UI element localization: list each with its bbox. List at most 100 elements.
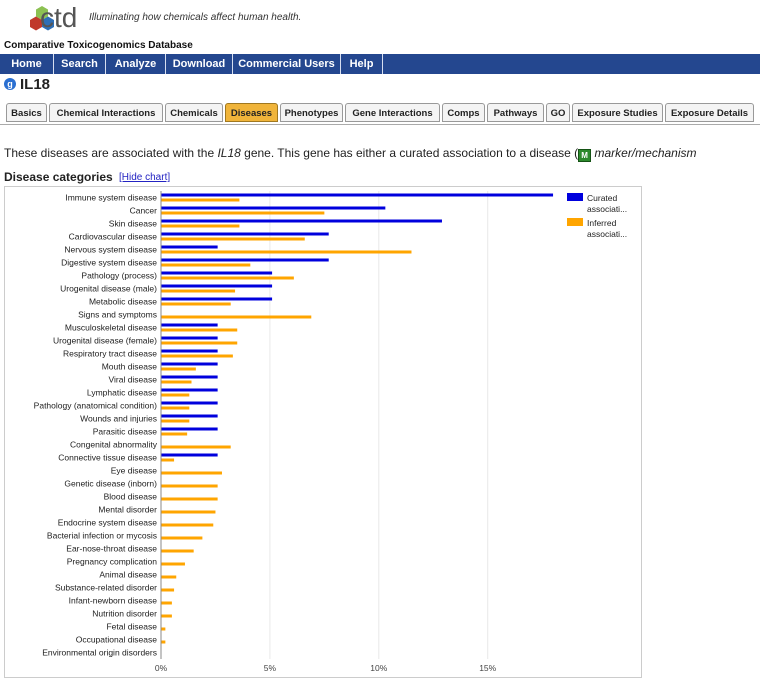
curated-bar (161, 414, 218, 418)
inferred-bar (161, 614, 172, 618)
inferred-bar (161, 211, 325, 215)
curated-bar (161, 219, 442, 223)
nav-download[interactable]: Download (166, 54, 233, 74)
curated-bar (161, 206, 386, 210)
nav-help[interactable]: Help (341, 54, 383, 74)
category-label: Genetic disease (inborn) (64, 479, 157, 489)
tab-exposure-studies[interactable]: Exposure Studies (572, 103, 663, 122)
nav-analyze[interactable]: Analyze (106, 54, 166, 74)
category-label: Digestive system disease (61, 258, 157, 268)
curated-bar (161, 297, 273, 301)
curated-bar (161, 323, 218, 327)
curated-bar (161, 284, 273, 288)
inferred-bar (161, 510, 216, 514)
nav-search[interactable]: Search (54, 54, 106, 74)
tab-diseases[interactable]: Diseases (225, 103, 278, 122)
intro-text: These diseases are associated with the I… (4, 146, 697, 162)
x-tick-label: 15% (479, 663, 496, 673)
x-tick-label: 10% (370, 663, 387, 673)
tab-phenotypes[interactable]: Phenotypes (280, 103, 343, 122)
inferred-bar (161, 328, 238, 332)
category-label: Eye disease (111, 466, 158, 476)
inferred-bar (161, 575, 177, 579)
tab-comps[interactable]: Comps (442, 103, 485, 122)
category-label: Urogenital disease (male) (60, 284, 157, 294)
curated-bar (161, 349, 218, 353)
inferred-bar (161, 237, 305, 241)
tab-pathways[interactable]: Pathways (487, 103, 544, 122)
legend-label: Curated associati... (587, 193, 627, 214)
category-label: Pregnancy complication (67, 557, 158, 567)
tab-go[interactable]: GO (546, 103, 570, 122)
category-label: Lymphatic disease (87, 388, 157, 398)
inferred-bar (161, 367, 196, 371)
category-label: Urogenital disease (female) (53, 336, 157, 346)
inferred-bar (161, 601, 172, 605)
hide-chart-link[interactable]: [Hide chart] (119, 172, 171, 183)
legend-inferred-swatch (567, 218, 583, 226)
inferred-bar (161, 627, 166, 631)
inferred-bar (161, 536, 203, 540)
category-label: Endocrine system disease (58, 518, 157, 528)
inferred-bar (161, 523, 214, 527)
category-label: Environmental origin disorders (42, 648, 157, 658)
curated-bar (161, 388, 218, 392)
inferred-bar (161, 419, 190, 423)
x-tick-label: 0% (155, 663, 168, 673)
page-title: IL18 (20, 76, 51, 93)
category-label: Nervous system disease (64, 245, 157, 255)
inferred-bar (161, 445, 231, 449)
inferred-bar (161, 458, 175, 462)
tab-chemical-interactions[interactable]: Chemical Interactions (49, 103, 163, 122)
category-label: Cancer (130, 206, 158, 216)
curated-bar (161, 232, 329, 236)
tab-exposure-details[interactable]: Exposure Details (665, 103, 754, 122)
main-nav: Home Search Analyze Download Commercial … (0, 54, 760, 74)
category-label: Animal disease (99, 570, 157, 580)
disease-categories-chart: 0% 5% 10% 15% Immune system disease Cancer Ski… (34, 191, 627, 673)
database-name: Comparative Toxicogenomics Database (4, 40, 193, 51)
tab-basics[interactable]: Basics (6, 103, 47, 122)
category-label: Mouth disease (102, 362, 158, 372)
category-label: Immune system disease (65, 193, 157, 203)
tab-gene-interactions[interactable]: Gene Interactions (345, 103, 440, 122)
chart-frame: 0% 5% 10% 15% Immune system disease Cancer Ski… (4, 186, 642, 678)
category-label: Musculoskeletal disease (65, 323, 157, 333)
inferred-bar (161, 263, 251, 267)
curated-bar (161, 258, 329, 262)
curated-bar (161, 193, 554, 197)
inferred-bar (161, 471, 222, 475)
inferred-bar (161, 315, 312, 319)
inferred-bar (161, 302, 231, 306)
tab-chemicals[interactable]: Chemicals (165, 103, 223, 122)
curated-bar (161, 245, 218, 249)
inferred-bar (161, 250, 412, 254)
legend-label: Inferred associati... (587, 218, 627, 239)
category-label: Skin disease (109, 219, 157, 229)
inferred-bar (161, 562, 185, 566)
curated-bar (161, 427, 218, 431)
category-label: Wounds and injuries (80, 414, 157, 424)
inferred-bar (161, 640, 166, 644)
inferred-bar (161, 289, 236, 293)
inferred-bar (161, 588, 175, 592)
category-label: Pathology (anatomical condition) (34, 401, 157, 411)
curated-bar (161, 453, 218, 457)
curated-bar (161, 401, 218, 405)
inferred-bar (161, 549, 194, 553)
inferred-bar (161, 380, 192, 384)
inferred-bar (161, 432, 188, 436)
inferred-bar (161, 497, 218, 501)
nav-home[interactable]: Home (0, 54, 54, 74)
marker-mechanism-badge-icon: M (578, 149, 592, 162)
inferred-bar (161, 276, 294, 280)
category-label: Congenital abnormality (70, 440, 158, 450)
category-label: Mental disorder (98, 505, 157, 515)
category-label: Infant-newborn disease (69, 596, 158, 606)
ctd-logo-icon (30, 6, 54, 31)
category-label: Nutrition disorder (92, 609, 157, 619)
nav-commercial-users[interactable]: Commercial Users (233, 54, 341, 74)
x-tick-label: 5% (264, 663, 277, 673)
tab-bar: Basics Chemical Interactions Chemicals D… (0, 102, 760, 125)
category-label: Signs and symptoms (78, 310, 157, 320)
